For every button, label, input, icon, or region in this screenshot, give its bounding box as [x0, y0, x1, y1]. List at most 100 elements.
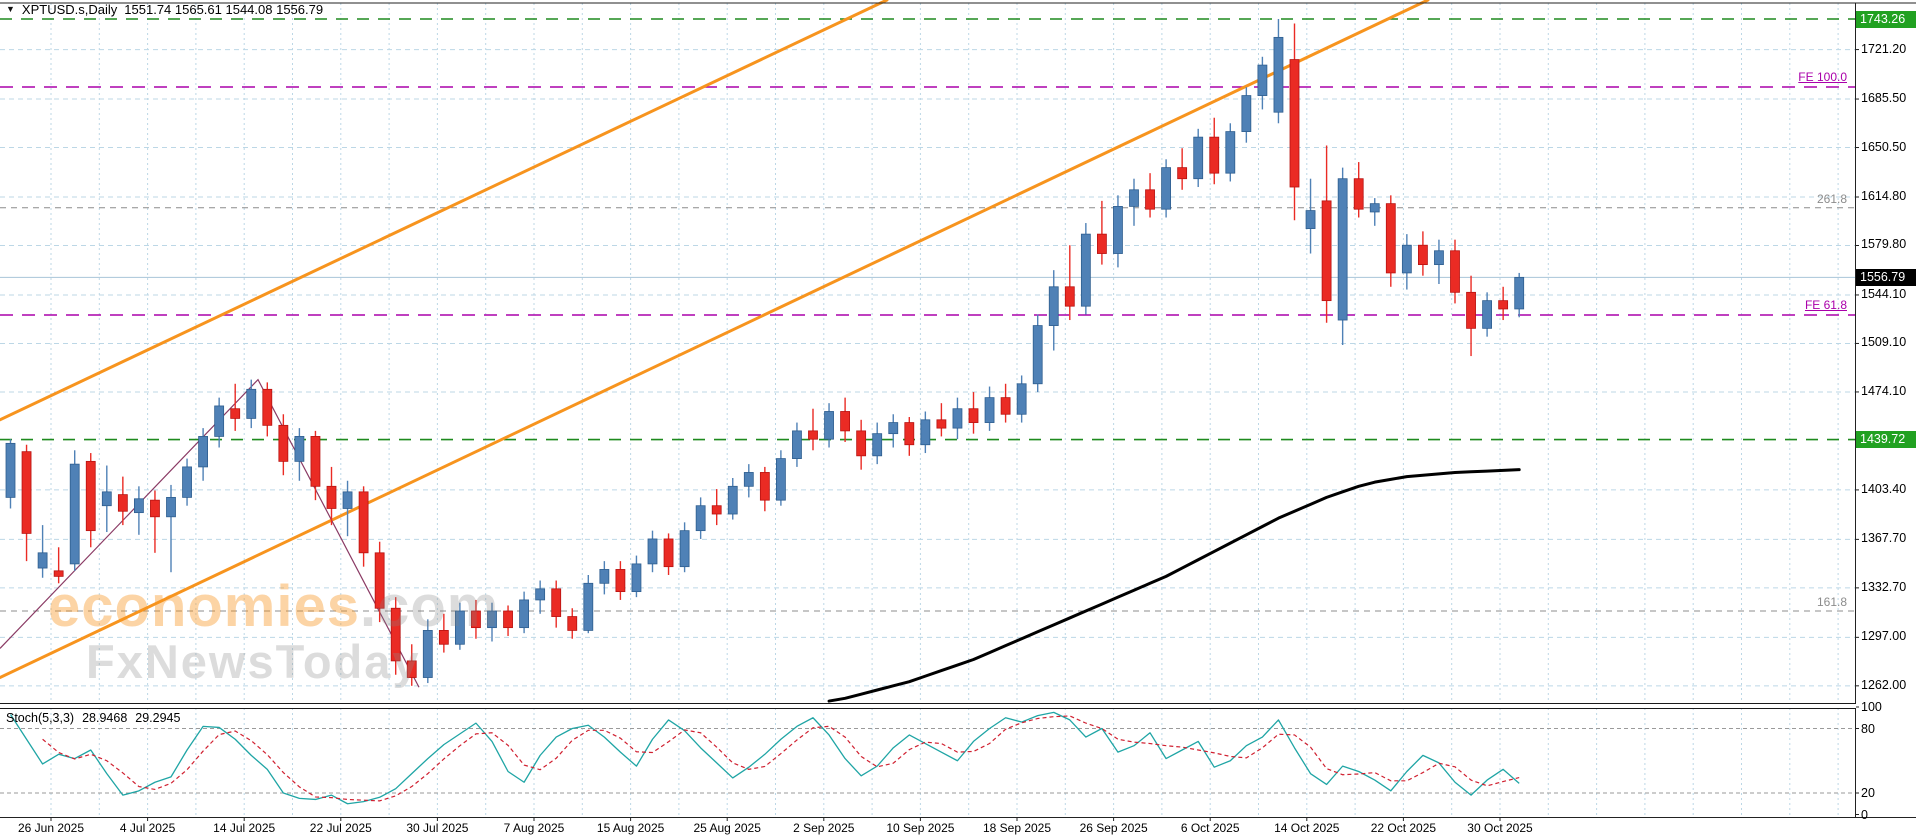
candle-bullish — [599, 569, 610, 584]
candle-bullish — [984, 397, 995, 423]
candle-bullish — [101, 491, 112, 507]
candle-bearish — [358, 491, 369, 554]
candle-bearish — [1209, 136, 1220, 174]
candle-bullish — [1257, 64, 1268, 96]
date-label: 15 Aug 2025 — [596, 821, 665, 835]
candle-bullish — [888, 422, 899, 435]
candle-bearish — [85, 460, 96, 532]
candle-bearish — [1353, 178, 1364, 210]
price-tick-label: 1614.80 — [1861, 188, 1907, 203]
candle-bearish — [21, 451, 32, 534]
zigzag-line — [0, 378, 420, 688]
candle-bearish — [1498, 300, 1509, 310]
candle-bullish — [1305, 210, 1316, 229]
candle-bullish — [1225, 131, 1236, 174]
price-tick-label: 1367.70 — [1861, 531, 1907, 546]
candle-bullish — [695, 505, 706, 532]
trend-channel-line — [0, 0, 1430, 680]
candle-bullish — [1434, 250, 1444, 266]
candle-bearish — [53, 570, 64, 577]
candle-bearish — [711, 505, 722, 515]
candle-bearish — [1450, 250, 1460, 293]
date-label: 22 Oct 2025 — [1370, 821, 1437, 835]
moving-average-line — [827, 468, 1521, 703]
candle-bullish — [535, 588, 546, 601]
stochastic-main-line — [9, 711, 1520, 805]
candle-bullish — [133, 498, 144, 514]
candle-bullish — [1113, 206, 1123, 254]
candle-bullish — [792, 430, 802, 459]
candle-bearish — [1000, 397, 1011, 415]
candle-bearish — [503, 610, 513, 629]
candle-bullish — [37, 552, 48, 569]
price-tick-label: 1579.80 — [1861, 237, 1907, 252]
price-tick-label: 1721.20 — [1861, 41, 1907, 56]
candle-bullish — [647, 538, 658, 565]
date-label: 2 Sep 2025 — [793, 821, 855, 835]
candle-bearish — [1145, 189, 1155, 210]
indicator-label: Stoch(5,3,3) 28.9468 29.2945 — [6, 711, 180, 725]
candle-bullish — [342, 491, 353, 509]
candle-bearish — [567, 616, 578, 631]
candle-bearish — [374, 552, 385, 609]
candle-bullish — [679, 530, 690, 568]
candle-bearish — [1466, 291, 1476, 329]
date-label: 18 Sep 2025 — [982, 821, 1052, 835]
candle-bearish — [1321, 200, 1332, 302]
candle-bearish — [278, 424, 289, 462]
price-tick-label: 1332.70 — [1861, 579, 1907, 594]
candle-bearish — [663, 538, 674, 568]
panel-divider[interactable] — [0, 703, 1856, 709]
price-tick-label: 1509.10 — [1861, 335, 1907, 350]
symbol-title: ▼ XPTUSD.s,Daily 1551.74 1565.61 1544.08… — [6, 2, 323, 17]
candle-bearish — [406, 660, 417, 678]
candle-bullish — [1273, 36, 1284, 113]
candle-bullish — [1032, 325, 1043, 385]
candle-bearish — [1418, 244, 1428, 266]
ohlc-values-label: 1551.74 1565.61 1544.08 1556.79 — [124, 2, 324, 17]
price-tick-label: 1474.10 — [1861, 383, 1907, 398]
candle-bullish — [1048, 286, 1059, 326]
candle-bullish — [1369, 203, 1380, 213]
candle-bullish — [246, 388, 257, 419]
symbol-period-label: XPTUSD.s,Daily — [21, 2, 118, 17]
candle-bearish — [390, 607, 401, 662]
date-label: 30 Jul 2025 — [406, 821, 469, 835]
fib-gray-label: 261.8 — [1816, 191, 1847, 206]
candle-bearish — [968, 408, 979, 423]
date-label: 25 Aug 2025 — [693, 821, 761, 835]
price-tick-label: 1262.00 — [1861, 677, 1907, 692]
price-tick-label: 1685.50 — [1861, 91, 1907, 106]
price-tick-label: 1544.10 — [1861, 286, 1907, 301]
candle-bullish — [920, 419, 931, 446]
symbol-dropdown-icon[interactable]: ▼ — [6, 4, 15, 14]
candle-bullish — [182, 466, 192, 498]
candle-bullish — [294, 436, 305, 462]
candle-bullish — [214, 405, 225, 437]
date-label: 14 Jul 2025 — [213, 821, 276, 835]
candle-bearish — [840, 411, 850, 432]
candle-bullish — [1482, 300, 1492, 329]
sr-price-badge: 1439.72 — [1856, 431, 1916, 449]
stochastic-scale-label: 80 — [1861, 721, 1875, 736]
candle-bearish — [1177, 167, 1188, 180]
candle-bullish — [1401, 244, 1412, 274]
candle-bullish — [1241, 95, 1252, 132]
candle-bullish — [5, 442, 16, 498]
time-axis[interactable]: 26 Jun 2025 4 Jul 2025 14 Jul 2025 22 Jul 2… — [0, 818, 1855, 840]
fib-extension-label: FE 61.8 — [1804, 298, 1847, 313]
candle-bullish — [198, 436, 209, 468]
candle-bearish — [117, 494, 128, 512]
candle-bullish — [1129, 189, 1139, 207]
candle-bullish — [166, 496, 176, 518]
candle-bearish — [1064, 286, 1075, 307]
candle-bullish — [422, 630, 433, 678]
candle-bearish — [1289, 59, 1300, 188]
date-label: 26 Sep 2025 — [1079, 821, 1148, 835]
current-price-badge: 1556.79 — [1856, 268, 1916, 286]
price-axis[interactable]: 1721.20 1685.50 1650.50 1614.80 1579.80 1544.… — [1856, 0, 1916, 822]
stochastic-signal-line — [42, 715, 1520, 802]
candle-bullish — [743, 472, 754, 487]
